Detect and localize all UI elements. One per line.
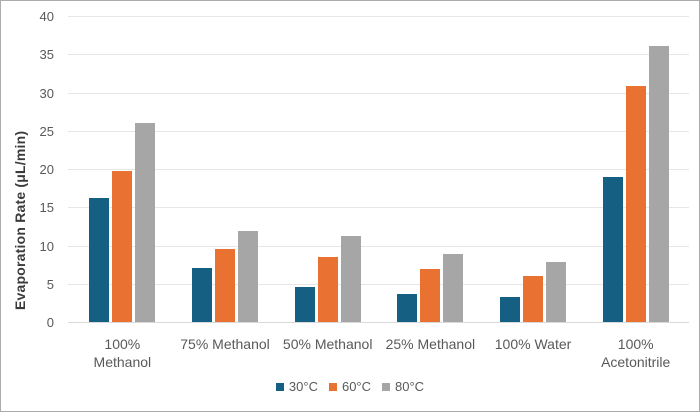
bar — [294, 286, 315, 322]
legend-swatch-icon — [328, 383, 337, 391]
y-tick-label: 40 — [39, 9, 54, 24]
bar — [602, 177, 623, 322]
gridline — [68, 54, 689, 56]
y-tick-label: 20 — [39, 162, 54, 177]
legend: 30°C 60°C 80°C — [1, 379, 699, 395]
bar — [192, 268, 212, 322]
bar — [340, 236, 361, 322]
bar — [135, 123, 156, 322]
x-axis-category-labels: 100% Methanol 75% Methanol 50% Methanol 25%… — [71, 335, 687, 371]
bar — [648, 45, 669, 322]
y-tick-label: 30 — [39, 85, 54, 101]
bar — [420, 269, 441, 322]
plot-area — [68, 16, 689, 323]
legend-item: 30°C — [275, 379, 318, 394]
gridline — [68, 16, 689, 17]
x-category-label: 100% Acetonitrile — [601, 336, 671, 370]
y-tick-label: 15 — [39, 200, 54, 216]
legend-label: 60°C — [341, 379, 372, 394]
bar — [215, 249, 235, 322]
legend-item: 60°C — [328, 379, 372, 394]
y-tick-label: 35 — [39, 47, 54, 63]
gridline — [68, 207, 689, 209]
y-tick-label: 10 — [39, 238, 54, 254]
y-tick-label: 5 — [46, 276, 54, 292]
bar — [238, 230, 258, 322]
bar — [625, 86, 646, 322]
gridline — [68, 92, 689, 94]
gridline — [68, 169, 689, 170]
y-axis-tick-labels: 0 5 10 15 20 25 30 35 40 — [1, 1, 54, 341]
bar — [443, 253, 464, 322]
x-category-label: 75% Methanol — [180, 336, 270, 352]
gridline — [68, 283, 689, 285]
bar — [397, 293, 418, 322]
bar — [500, 296, 520, 322]
x-category-label: 100% Methanol — [93, 336, 152, 370]
legend-swatch-icon — [275, 383, 284, 391]
bar — [89, 198, 110, 322]
bar — [546, 262, 566, 322]
legend-swatch-icon — [382, 383, 391, 391]
y-tick-label: 0 — [46, 315, 54, 330]
gridline — [68, 245, 689, 247]
x-category-label: 25% Methanol — [385, 336, 476, 352]
x-category-label: 50% Methanol — [282, 336, 373, 352]
bar — [317, 256, 338, 322]
y-tick-label: 25 — [39, 123, 54, 139]
x-category-label: 100% Water — [494, 336, 572, 352]
legend-label: 80°C — [395, 379, 425, 394]
gridline — [68, 130, 689, 132]
x-axis-line — [68, 322, 689, 323]
legend-label: 30°C — [288, 379, 318, 394]
legend-item: 80°C — [382, 380, 424, 394]
bar — [523, 276, 543, 322]
bar — [112, 170, 133, 322]
